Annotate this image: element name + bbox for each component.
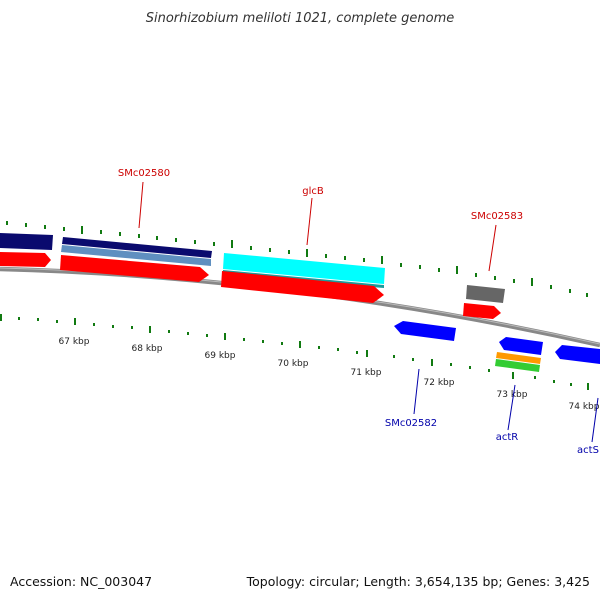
gene-label-smc02580[interactable]: SMc02580 bbox=[118, 168, 170, 179]
cds-feature-smc02583[interactable] bbox=[463, 303, 501, 319]
tick-label-73kbp: 73 kbp bbox=[497, 390, 528, 400]
tick-label-70kbp: 70 kbp bbox=[278, 359, 309, 369]
gene-label-actr[interactable]: actR bbox=[496, 432, 519, 443]
leader-smc02580 bbox=[138, 181, 144, 229]
gene-feature-smc02582[interactable] bbox=[394, 321, 456, 341]
gene-feature-dark-left[interactable] bbox=[0, 233, 53, 250]
gene-label-glcb[interactable]: glcB bbox=[302, 186, 324, 197]
gene-feature-actr-green[interactable] bbox=[495, 359, 540, 372]
gene-feature-smc02580-secondary[interactable] bbox=[61, 245, 211, 266]
tick-label-69kbp: 69 kbp bbox=[205, 351, 236, 361]
leader-glcb bbox=[306, 197, 313, 246]
cds-feature-smc02580[interactable] bbox=[60, 255, 209, 282]
genome-stats-text: Topology: circular; Length: 3,654,135 bp… bbox=[246, 574, 590, 589]
gene-feature-smc02583[interactable] bbox=[466, 285, 505, 303]
tick-label-67kbp: 67 kbp bbox=[59, 337, 90, 347]
accession-text: Accession: NC_003047 bbox=[10, 574, 152, 589]
gene-feature-glcb[interactable] bbox=[223, 253, 385, 284]
gene-feature-actr-orange[interactable] bbox=[496, 352, 541, 364]
cds-feature-left[interactable] bbox=[0, 252, 51, 267]
gene-feature-actr[interactable] bbox=[499, 337, 543, 355]
cds-feature-glcb[interactable] bbox=[221, 271, 384, 303]
gene-label-acts[interactable]: actS bbox=[577, 445, 599, 456]
leader-actr bbox=[507, 384, 516, 431]
gene-label-smc02582[interactable]: SMc02582 bbox=[385, 418, 437, 429]
gene-feature-smc02580[interactable] bbox=[62, 237, 212, 258]
tick-label-74kbp: 74 kbp bbox=[569, 402, 600, 412]
tick-label-72kbp: 72 kbp bbox=[424, 378, 455, 388]
leader-smc02583 bbox=[488, 224, 497, 272]
tick-label-71kbp: 71 kbp bbox=[351, 368, 382, 378]
leader-smc02582 bbox=[413, 368, 420, 415]
tick-label-68kbp: 68 kbp bbox=[132, 344, 163, 354]
upper-ruler bbox=[6, 221, 588, 297]
gene-feature-acts[interactable] bbox=[555, 345, 600, 364]
lower-ruler bbox=[0, 314, 589, 390]
map-title: Sinorhizobium meliloti 1021, complete ge… bbox=[146, 11, 455, 26]
gene-label-smc02583[interactable]: SMc02583 bbox=[471, 211, 523, 222]
leader-acts bbox=[591, 397, 599, 443]
